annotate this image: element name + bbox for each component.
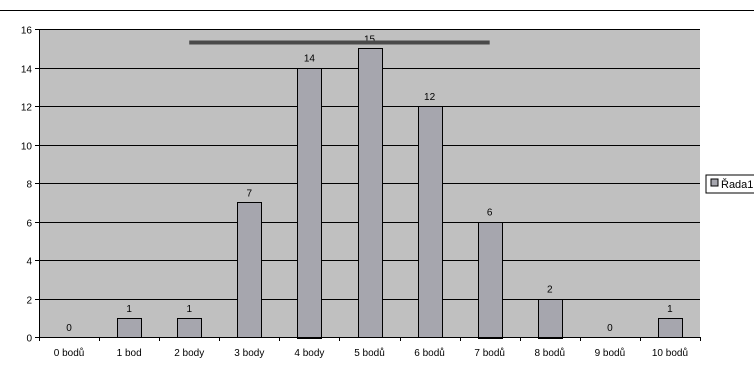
y-tick-label: 16 xyxy=(21,26,33,37)
data-label: 0 xyxy=(66,323,72,334)
data-label: 0 xyxy=(607,323,613,334)
y-tick-label: 10 xyxy=(21,142,33,153)
bar xyxy=(478,222,503,339)
data-label: 6 xyxy=(487,208,493,219)
bar xyxy=(237,202,262,338)
data-label: 14 xyxy=(304,54,316,65)
data-label: 15 xyxy=(364,34,376,45)
data-label: 1 xyxy=(186,304,192,315)
x-tick-label: 3 body xyxy=(234,348,264,359)
data-label: 2 xyxy=(547,285,553,296)
x-tick-label: 6 bodů xyxy=(414,347,445,359)
y-tick-label: 0 xyxy=(26,334,32,345)
y-tick-label: 4 xyxy=(26,257,32,268)
bar xyxy=(117,318,142,338)
x-tick-label: 4 body xyxy=(294,348,324,359)
x-tick-label: 7 bodů xyxy=(474,347,505,359)
bar xyxy=(658,318,683,338)
data-label: 12 xyxy=(424,92,436,103)
x-tick-label: 1 bod xyxy=(117,348,142,359)
y-tick-label: 6 xyxy=(26,219,32,230)
y-tick-label: 12 xyxy=(21,103,33,114)
x-tick-label: 9 bodů xyxy=(595,347,626,359)
y-tick-label: 2 xyxy=(26,296,32,307)
y-tick-label: 8 xyxy=(26,180,32,191)
legend-swatch xyxy=(710,178,719,187)
data-label: 7 xyxy=(247,188,253,199)
x-tick-label: 0 bodů xyxy=(54,347,85,359)
x-tick-label: 10 bodů xyxy=(652,347,688,359)
x-tick-label: 5 bodů xyxy=(354,347,385,359)
legend: Řada1 xyxy=(705,174,754,194)
bar xyxy=(538,299,563,339)
legend-label: Řada1 xyxy=(721,178,753,191)
data-label: 1 xyxy=(126,304,132,315)
bar xyxy=(358,48,383,338)
data-label: 1 xyxy=(667,304,673,315)
bar xyxy=(418,106,443,338)
x-tick-label: 2 body xyxy=(174,348,204,359)
bar xyxy=(297,68,322,339)
y-tick-label: 14 xyxy=(21,65,33,76)
x-tick-label: 8 bodů xyxy=(534,347,565,359)
bar xyxy=(177,318,202,338)
